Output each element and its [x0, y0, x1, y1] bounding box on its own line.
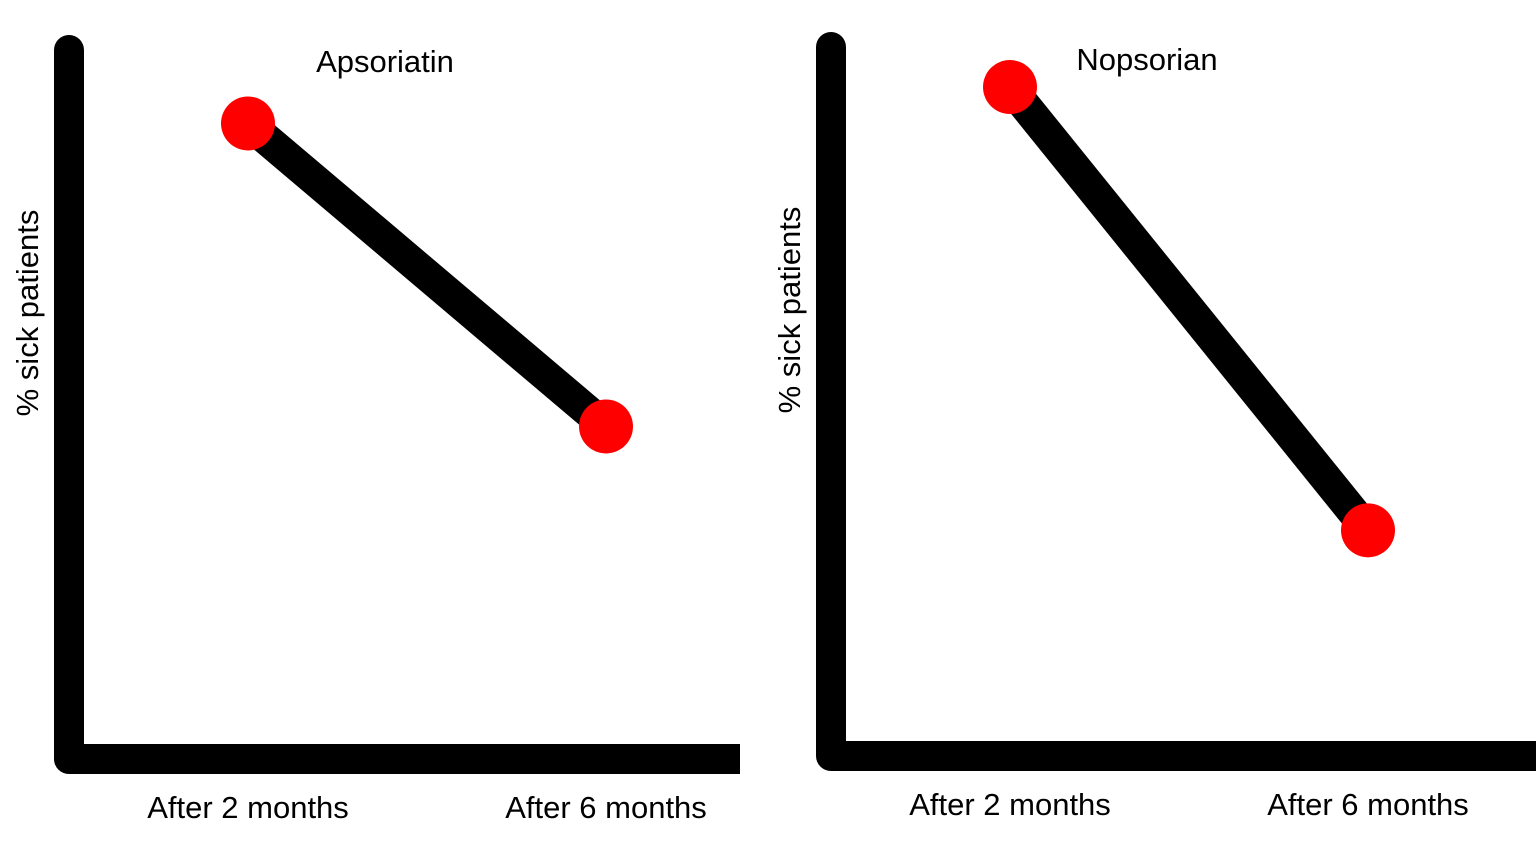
x-tick-label-1: After 2 months: [147, 790, 349, 825]
data-point-after-6-months: [1341, 503, 1395, 558]
chart-nopsorian: Nopsorian % sick patients After 2 months…: [772, 32, 1536, 822]
chart-apsoriatin: Apsoriatin % sick patients After 2 month…: [10, 35, 740, 825]
data-point-after-2-months: [983, 60, 1037, 115]
y-axis-label: % sick patients: [772, 207, 807, 414]
series-line: [237, 111, 617, 439]
chart-title: Apsoriatin: [316, 44, 454, 79]
chart-title: Nopsorian: [1076, 42, 1217, 77]
y-axis-label: % sick patients: [10, 210, 45, 417]
series-line: [997, 76, 1381, 541]
data-point-after-6-months: [579, 399, 633, 454]
x-tick-label-1: After 2 months: [909, 787, 1111, 822]
x-tick-label-2: After 6 months: [1267, 787, 1469, 822]
data-point-after-2-months: [221, 96, 275, 151]
x-tick-label-2: After 6 months: [505, 790, 707, 825]
